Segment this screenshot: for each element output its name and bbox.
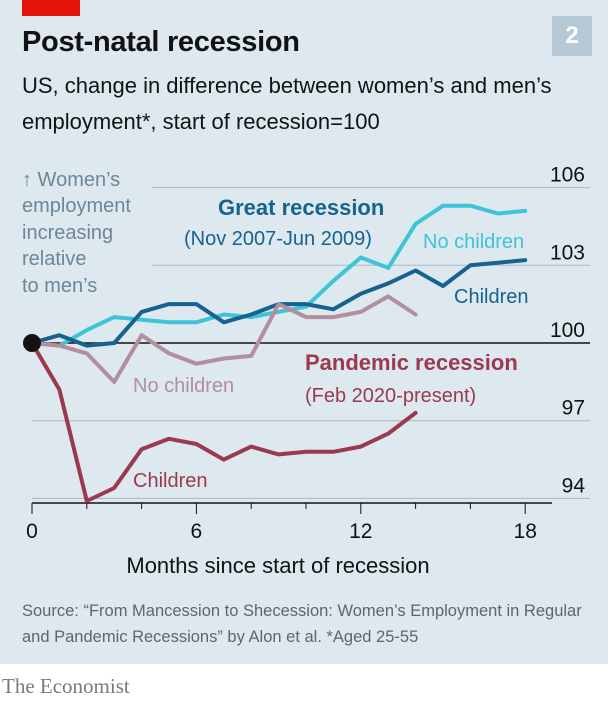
y-tick-label-100: 100 xyxy=(550,319,585,342)
chart-number-badge: 2 xyxy=(552,16,592,56)
y-axis-note-line-5: to men’s xyxy=(22,275,97,297)
annotations: ↑ Women’s employment increasing relative… xyxy=(22,169,528,492)
y-tick-label-103: 103 xyxy=(550,241,585,264)
x-tick-labels: 0 6 12 18 xyxy=(26,520,537,543)
source-note: Source: “From Mancession to Shecession: … xyxy=(22,602,582,646)
line-chart: 94 97 100 103 106 0 6 12 18 ↑ Women’s employmen… xyxy=(22,164,590,543)
origin-point xyxy=(23,334,41,352)
x-tick-label-6: 6 xyxy=(191,520,203,543)
great-children-label: Children xyxy=(454,286,528,308)
great-recession-label: Great recession xyxy=(218,195,384,220)
y-axis-note-line-4: relative xyxy=(22,248,86,270)
x-tick-label-12: 12 xyxy=(349,520,372,543)
pandemic-recession-dates: (Feb 2020-present) xyxy=(305,385,476,407)
pandemic-no-children-label: No children xyxy=(133,375,234,397)
series-line-pandemic-recession-children xyxy=(30,341,418,503)
pandemic-recession-label: Pandemic recession xyxy=(305,350,518,375)
y-tick-labels: 94 97 100 103 106 xyxy=(550,164,585,498)
pandemic-children-label: Children xyxy=(133,470,207,492)
gridlines xyxy=(31,187,590,514)
series-lines xyxy=(23,203,528,503)
y-tick-label-106: 106 xyxy=(550,164,585,187)
x-tick-label-18: 18 xyxy=(514,520,537,543)
chart-title: Post-natal recession xyxy=(22,26,300,58)
series-line-pandemic-recession-no-children xyxy=(30,294,418,384)
y-axis-note-line-3: increasing xyxy=(22,222,113,244)
great-recession-dates: (Nov 2007-Jun 2009) xyxy=(184,228,372,250)
y-axis-note-line-1: ↑ Women’s xyxy=(22,169,120,191)
chart-panel xyxy=(0,0,608,664)
economist-logo: The Economist xyxy=(2,674,130,698)
y-tick-label-97: 97 xyxy=(562,397,585,420)
y-axis-note-line-2: employment xyxy=(22,195,131,217)
great-no-children-label: No children xyxy=(423,231,524,253)
x-axis-title: Months since start of recession xyxy=(126,553,430,578)
x-tick-label-0: 0 xyxy=(26,520,38,543)
chart-subtitle: US, change in difference between women’s… xyxy=(22,73,552,134)
brand-red-tag xyxy=(22,0,80,16)
series-line-great-recession-no-children xyxy=(30,203,528,348)
y-tick-label-94: 94 xyxy=(562,474,586,497)
